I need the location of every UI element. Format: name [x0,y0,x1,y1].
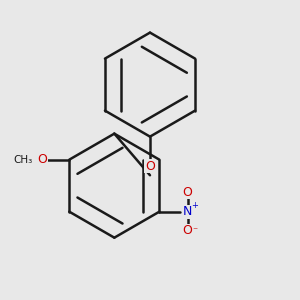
Text: O: O [183,224,193,238]
Text: O: O [183,186,193,199]
Text: O: O [38,153,47,166]
Text: CH₃: CH₃ [14,155,33,165]
Text: ⁻: ⁻ [193,226,198,236]
Text: N: N [183,205,192,218]
Text: +: + [191,201,198,210]
Text: O: O [145,160,155,173]
